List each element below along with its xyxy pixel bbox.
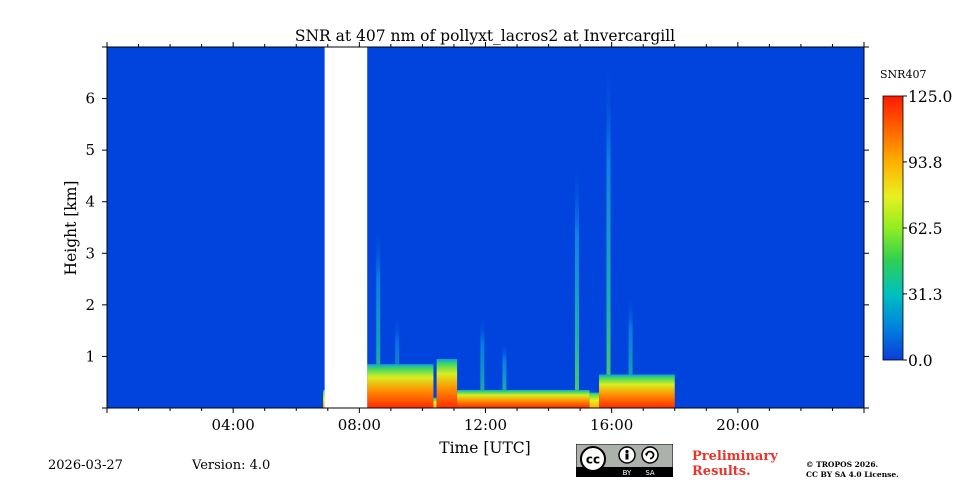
colorbar-tick-label-1: 31.3 (908, 286, 943, 304)
colorbar-ticks: 0.0 31.3 62.5 93.8 125.0 (903, 88, 952, 370)
signal-plume-0 (376, 222, 381, 408)
preliminary-line-1: Preliminary (692, 449, 778, 464)
colorbar-tick-label-2: 62.5 (908, 220, 943, 238)
y-tick-label-0: 1 (85, 347, 95, 365)
signal-layer-6 (599, 374, 675, 408)
signal-layer-2 (433, 397, 437, 408)
signal-layer-4 (457, 389, 590, 408)
signal-plume-5 (606, 57, 611, 409)
y-axis-label: Height [km] (62, 181, 80, 276)
x-tick-label-4: 20:00 (716, 416, 759, 434)
copyright-notice: © TROPOS 2026. CC BY SA 4.0 License. (806, 460, 899, 480)
preliminary-notice: Preliminary Results. (692, 449, 778, 479)
signal-plume-3 (502, 340, 507, 408)
cc-by-sa-badge: cc BY SA (576, 444, 673, 477)
no-data-gap (324, 47, 368, 408)
colorbar-tick-label-0: 0.0 (908, 352, 933, 370)
signal-plume-4 (574, 160, 579, 408)
version-label: Version: 4.0 (192, 458, 271, 473)
y-tick-label-4: 5 (85, 141, 95, 159)
preliminary-line-2: Results. (692, 464, 751, 479)
chart-title: SNR at 407 nm of pollyxt_lacros2 at Inve… (295, 27, 675, 45)
plot-area (107, 47, 864, 408)
signal-layer-3 (436, 359, 458, 408)
signal-layer-1 (367, 364, 434, 408)
colorbar-tick-label-4: 125.0 (908, 88, 952, 106)
signal-plumes (376, 57, 633, 409)
x-axis-ticks: 04:00 08:00 12:00 16:00 20:00 (106, 42, 865, 434)
y-tick-label-1: 2 (85, 296, 95, 314)
colorbar-tick-label-3: 93.8 (908, 154, 943, 172)
signal-plume-1 (395, 315, 400, 408)
cc-icon: cc (586, 453, 600, 467)
sa-share-icon (641, 446, 659, 464)
signal-layers (323, 359, 675, 408)
colorbar (882, 95, 904, 361)
x-tick-label-3: 16:00 (590, 416, 633, 434)
x-axis-label: Time [UTC] (439, 439, 530, 457)
colorbar-label: SNR407 (880, 68, 926, 81)
x-tick-label-1: 08:00 (338, 416, 381, 434)
signal-plume-2 (480, 315, 485, 408)
y-tick-label-2: 3 (85, 244, 95, 262)
x-tick-label-2: 12:00 (464, 416, 507, 434)
signal-layer-5 (589, 392, 600, 408)
y-axis-ticks: 1 2 3 4 5 6 (85, 46, 869, 409)
cc-sa-text: SA (645, 469, 655, 477)
x-tick-label-0: 04:00 (212, 416, 255, 434)
signal-plume-6 (628, 294, 633, 408)
copyright-line-1: © TROPOS 2026. (806, 460, 879, 469)
date-label: 2026-03-27 (48, 458, 123, 473)
y-tick-label-5: 6 (85, 90, 95, 108)
cc-by-text: BY (623, 469, 632, 477)
y-tick-label-3: 4 (85, 193, 95, 211)
copyright-line-2: CC BY SA 4.0 License. (806, 470, 899, 479)
